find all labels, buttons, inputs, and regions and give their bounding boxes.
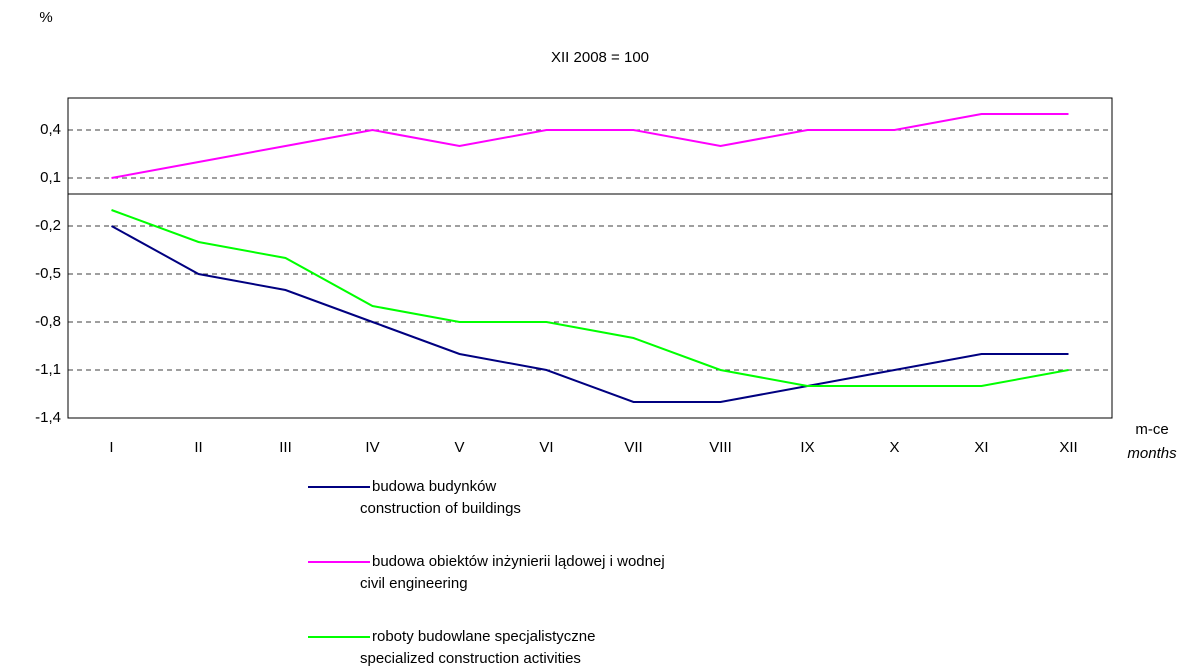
legend-label-en: construction of buildings xyxy=(360,500,521,517)
y-tick-label: 0,1 xyxy=(40,169,61,186)
x-tick-label: V xyxy=(454,439,464,456)
legend-label: budowa budynków xyxy=(372,478,496,495)
chart-title: XII 2008 = 100 xyxy=(551,49,649,66)
y-tick-label: -0,2 xyxy=(35,217,61,234)
x-tick-label: I xyxy=(109,439,113,456)
x-tick-label: XII xyxy=(1059,439,1077,456)
x-tick-label: IV xyxy=(365,439,379,456)
x-tick-label: II xyxy=(194,439,202,456)
y-tick-label: 0,4 xyxy=(40,121,61,138)
series-line xyxy=(111,209,1069,387)
x-tick-label: VI xyxy=(539,439,553,456)
x-tick-label: VIII xyxy=(709,439,732,456)
legend-label: budowa obiektów inżynierii lądowej i wod… xyxy=(372,553,665,570)
plot-border xyxy=(67,97,1113,419)
y-tick-label: -1,1 xyxy=(35,361,61,378)
y-tick-label: -0,5 xyxy=(35,265,61,282)
legend-label: roboty budowlane specjalistyczne xyxy=(372,628,595,645)
legend-label-en: civil engineering xyxy=(360,575,468,592)
x-axis-label: m-ce xyxy=(1135,421,1168,438)
series-line xyxy=(111,225,1069,403)
x-axis-label-en: months xyxy=(1127,445,1177,462)
x-tick-label: X xyxy=(889,439,899,456)
x-tick-label: XI xyxy=(974,439,988,456)
y-tick-label: -0,8 xyxy=(35,313,61,330)
x-tick-label: III xyxy=(279,439,292,456)
series-line xyxy=(111,113,1069,179)
y-unit: % xyxy=(39,9,52,26)
x-tick-label: VII xyxy=(624,439,642,456)
legend-label-en: specialized construction activities xyxy=(360,650,581,667)
x-tick-label: IX xyxy=(800,439,814,456)
y-tick-label: -1,4 xyxy=(35,409,61,426)
